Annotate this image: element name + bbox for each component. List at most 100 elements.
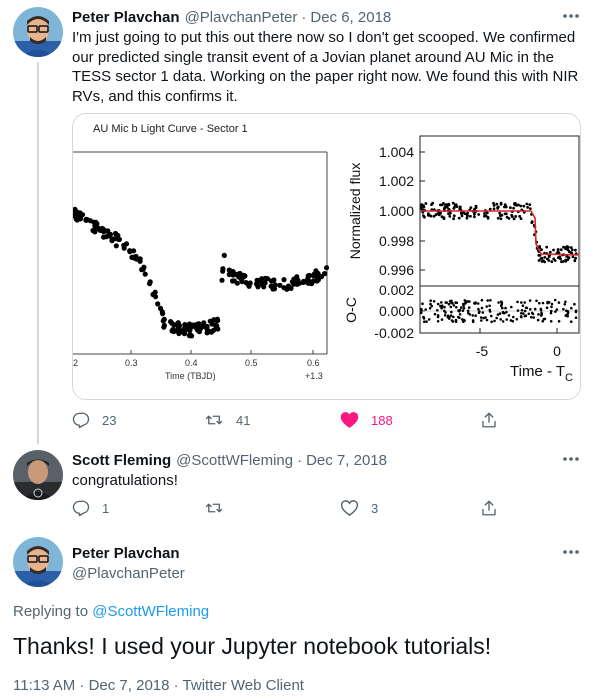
retweet-button[interactable]: 41: [204, 411, 340, 429]
user-handle[interactable]: @ScottWFleming: [176, 451, 294, 469]
residual-point: [436, 314, 440, 317]
transit-point: [452, 214, 456, 218]
residual-point: [443, 309, 446, 313]
residual-point: [549, 311, 553, 315]
residual-point: [485, 318, 489, 322]
residual-point: [555, 308, 559, 311]
residual-point: [550, 309, 553, 313]
light-curve-point: [220, 266, 226, 272]
ellipsis-icon[interactable]: [562, 545, 580, 559]
light-curve-point: [272, 282, 278, 288]
residual-point: [520, 312, 523, 315]
transit-point: [550, 260, 554, 263]
residual-point: [554, 310, 557, 313]
reply-count: 23: [102, 412, 117, 428]
light-curve-point: [285, 283, 292, 289]
display-name[interactable]: Peter Plavchan: [72, 544, 180, 562]
light-curve-point: [84, 217, 90, 223]
transit-point: [442, 202, 445, 205]
residual-point: [425, 320, 428, 323]
avatar[interactable]: [13, 450, 63, 500]
light-curve-point: [237, 272, 243, 278]
residual-point: [546, 301, 549, 305]
residual-point: [510, 305, 513, 309]
left-xtick-4: 0.6: [307, 358, 320, 368]
light-curve-point: [199, 324, 206, 330]
left-light-curve-points: [73, 206, 330, 339]
like-button[interactable]: 188: [340, 411, 480, 429]
transit-point: [465, 212, 469, 216]
tweet-date[interactable]: Dec 6, 2018: [310, 8, 392, 26]
residual-point: [429, 299, 433, 302]
transit-point: [453, 206, 456, 209]
retweet-icon: [205, 415, 223, 425]
transit-point: [460, 214, 464, 218]
light-curve-point: [253, 281, 260, 287]
share-button[interactable]: [480, 411, 498, 429]
residual-point: [419, 311, 423, 315]
tweet-scott-reply[interactable]: Scott Fleming @ScottWFleming · Dec 7, 20…: [0, 450, 594, 525]
avatar[interactable]: [13, 537, 63, 587]
left-xtick-3: 0.5: [245, 358, 258, 368]
residual-point: [478, 310, 481, 313]
replying-to-handle-link[interactable]: @ScottWFleming: [92, 603, 210, 620]
transit-point: [548, 250, 552, 254]
residual-point: [512, 315, 515, 319]
residual-point: [450, 310, 453, 314]
residual-point: [439, 304, 442, 308]
light-curve-point: [304, 279, 310, 285]
light-curve-point: [196, 327, 202, 333]
like-button[interactable]: 3: [340, 499, 480, 517]
transit-point: [573, 259, 577, 263]
tweet-timestamp-meta[interactable]: 11:13 AM · Dec 7, 2018 · Twitter Web Cli…: [13, 677, 304, 694]
transit-point: [574, 248, 577, 252]
user-handle[interactable]: @PlavchanPeter: [184, 8, 298, 26]
residual-point: [447, 302, 451, 306]
display-name[interactable]: Scott Fleming: [72, 451, 172, 469]
transit-point: [566, 248, 570, 252]
transit-point: [518, 214, 522, 218]
ellipsis-icon[interactable]: [562, 452, 580, 466]
light-curve-point: [123, 241, 130, 247]
left-chart-title: AU Mic b Light Curve - Sector 1: [93, 123, 248, 135]
residual-point: [424, 308, 428, 311]
reply-button[interactable]: 23: [72, 411, 204, 429]
user-handle[interactable]: @PlavchanPeter: [72, 564, 185, 582]
residual-point: [564, 314, 568, 317]
residual-point: [443, 314, 447, 317]
transit-point: [477, 213, 481, 216]
light-curve-point: [155, 301, 161, 307]
transit-point: [541, 259, 545, 263]
tweet-peter-main[interactable]: Peter Plavchan @PlavchanPeter · Dec 6, 2…: [0, 7, 594, 432]
reply-count: 1: [102, 500, 110, 516]
ellipsis-icon[interactable]: [562, 9, 580, 23]
transit-point: [448, 215, 452, 218]
residual-point: [557, 320, 561, 323]
transit-point: [445, 206, 449, 209]
residual-point: [507, 314, 511, 317]
residual-point: [533, 307, 537, 311]
residual-point: [516, 300, 519, 304]
transit-point: [509, 206, 512, 210]
light-curve-point: [204, 326, 210, 332]
display-name[interactable]: Peter Plavchan: [72, 8, 180, 26]
residual-point: [563, 303, 567, 306]
avatar[interactable]: [13, 7, 63, 57]
light-curve-point: [140, 266, 146, 272]
residual-point: [529, 308, 532, 311]
light-curve-point: [131, 248, 137, 254]
transit-point: [540, 256, 544, 260]
reply-button[interactable]: 1: [72, 499, 204, 517]
tweet-media-image[interactable]: AU Mic b Light Curve - Sector 1 2 0.3 0.…: [72, 113, 581, 400]
retweet-button[interactable]: [204, 499, 340, 517]
residual-point: [536, 318, 540, 322]
residual-point: [421, 302, 424, 305]
light-curve-point: [264, 276, 271, 282]
share-button[interactable]: [480, 499, 498, 517]
residual-point: [566, 310, 570, 313]
tweet-date[interactable]: Dec 7, 2018: [306, 451, 387, 469]
transit-point: [492, 201, 495, 205]
transit-point: [452, 217, 455, 221]
separator-dot: ·: [301, 8, 307, 26]
residual-point: [452, 304, 456, 307]
